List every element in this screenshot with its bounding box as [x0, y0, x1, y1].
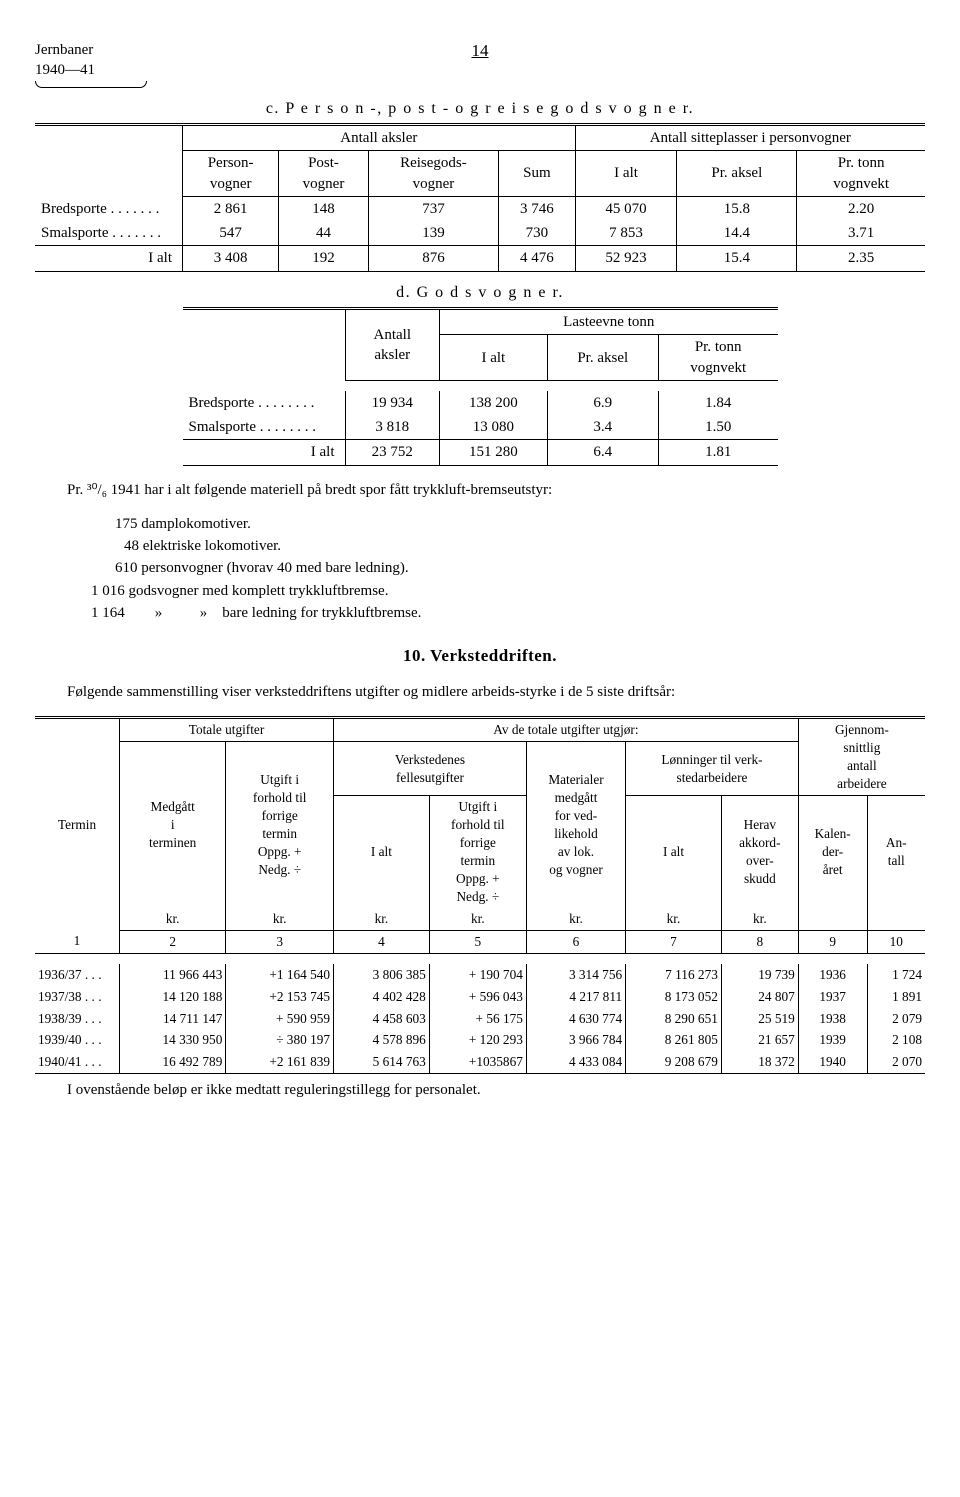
section-10-footnote: I ovenstående beløp er ikke medtatt regu…	[35, 1080, 925, 1100]
prose-i3: 610 personvogner (hvorav 40 med bare led…	[115, 558, 925, 578]
table-d-h-prtonn: Pr. tonn vognvekt	[658, 335, 777, 381]
table-row: 1940/41 . . . 16 492 789 +2 161 839 5 61…	[35, 1051, 925, 1073]
table-d-h-praksel: Pr. aksel	[547, 335, 658, 381]
prose-p1: Pr. ³⁰/₆ 1941 har i alt følgende materie…	[35, 480, 925, 500]
table-row: 1938/39 . . . 14 711 147 + 590 959 4 458…	[35, 1008, 925, 1030]
te-h-gj: Gjennom- snittlig antall arbeidere	[798, 719, 925, 795]
table-row: Smalsporte . . . . . . . . 3 818 13 080 …	[183, 415, 778, 440]
table-row-total: I alt 23 752 151 280 6.4 1.81	[183, 440, 778, 465]
header-label: Jernbaner 1940—41	[35, 40, 175, 88]
prose-items: 175 damplokomotiver. 48 elektriske lokom…	[35, 514, 925, 623]
header-line2: 1940—41	[35, 60, 175, 80]
table-row: 1936/37 . . . 11 966 443 +1 164 540 3 80…	[35, 964, 925, 986]
prose-i2: 48 elektriske lokomotiver.	[115, 536, 925, 556]
table-d: Antall aksler Lasteevne tonn I alt Pr. a…	[183, 310, 778, 466]
te-h-kal: Kalen- der- året	[798, 796, 867, 908]
table-d-h-ialt: I alt	[440, 335, 548, 381]
table-c-h4: Sum	[499, 151, 576, 197]
te-h-ialt2: I alt	[626, 796, 722, 908]
table-c-h6: Pr. aksel	[677, 151, 797, 197]
te-h-herav: Herav akkord- over- skudd	[721, 796, 798, 908]
section-10-intro: Følgende sammenstilling viser verksteddr…	[35, 682, 925, 702]
te-h-utgforr2: Utgift i forhold til forrige termin Oppg…	[429, 796, 526, 908]
te-h-avtot: Av de totale utgifter utgjør:	[334, 719, 799, 741]
section-d-title: d. G o d s v o g n e r.	[35, 282, 925, 304]
table-row: 1937/38 . . . 14 120 188 +2 153 745 4 40…	[35, 986, 925, 1008]
prose-i1: 175 damplokomotiver.	[115, 514, 925, 534]
prose-i4: 1 016 godsvogner med komplett trykkluftb…	[91, 581, 925, 601]
header-bracket	[35, 81, 147, 88]
table-c-h5: I alt	[575, 151, 677, 197]
table-c-h-grp2: Antall sitteplasser i personvogner	[575, 126, 925, 151]
table-row: Bredsporte . . . . . . . . 19 934 138 20…	[183, 391, 778, 415]
te-h-tot: Totale utgifter	[120, 719, 334, 741]
te-h-termin: Termin	[35, 719, 120, 930]
table-row: Bredsporte . . . . . . . 2 861 148 737 3…	[35, 196, 925, 221]
table-c-h2: Post- vogner	[279, 151, 368, 197]
table-c-h3: Reisegods- vogner	[368, 151, 498, 197]
table-c-h7: Pr. tonn vognvekt	[797, 151, 925, 197]
table-row-total: I alt 3 408 192 876 4 476 52 923 15.4 2.…	[35, 246, 925, 271]
te-h-medgatt: Medgått i terminen	[120, 742, 226, 908]
te-h-utgforr: Utgift i forhold til forrige termin Oppg…	[226, 742, 334, 908]
page-header: Jernbaner 1940—41 14	[35, 40, 925, 88]
te-h-lonn: Lønninger til verk- stedarbeidere	[626, 742, 799, 796]
section-c-title: c. P e r s o n -, p o s t - o g r e i s …	[35, 98, 925, 120]
te-h-antall: An- tall	[867, 796, 925, 908]
header-line1: Jernbaner	[35, 40, 175, 60]
table-row: 1939/40 . . . 14 330 950 ÷ 380 197 4 578…	[35, 1029, 925, 1051]
table-c-h-grp1: Antall aksler	[183, 126, 576, 151]
te-h-verkfell: Verkstedenes fellesutgifter	[334, 742, 527, 796]
table-d-h-aksler: Antall aksler	[345, 310, 440, 380]
te-h-mat: Materialer medgått for ved- likehold av …	[526, 742, 625, 908]
prose-i5: 1 164 » » bare ledning for trykkluftbrem…	[91, 603, 925, 623]
page-number-wrap: 14	[175, 40, 785, 63]
table-row: Smalsporte . . . . . . . 547 44 139 730 …	[35, 221, 925, 246]
section-10-title: 10. Verksteddriften.	[35, 645, 925, 668]
te-h-ialt: I alt	[334, 796, 430, 908]
table-c-h1: Person- vogner	[183, 151, 279, 197]
table-e: Termin Totale utgifter Av de totale utgi…	[35, 719, 925, 1074]
page-number: 14	[472, 41, 489, 60]
table-c: Antall aksler Antall sitteplasser i pers…	[35, 126, 925, 272]
te-numrow: 1 2 3 4 5 6 7 8 9 10	[35, 930, 925, 953]
table-d-h-laste: Lasteevne tonn	[440, 310, 778, 335]
